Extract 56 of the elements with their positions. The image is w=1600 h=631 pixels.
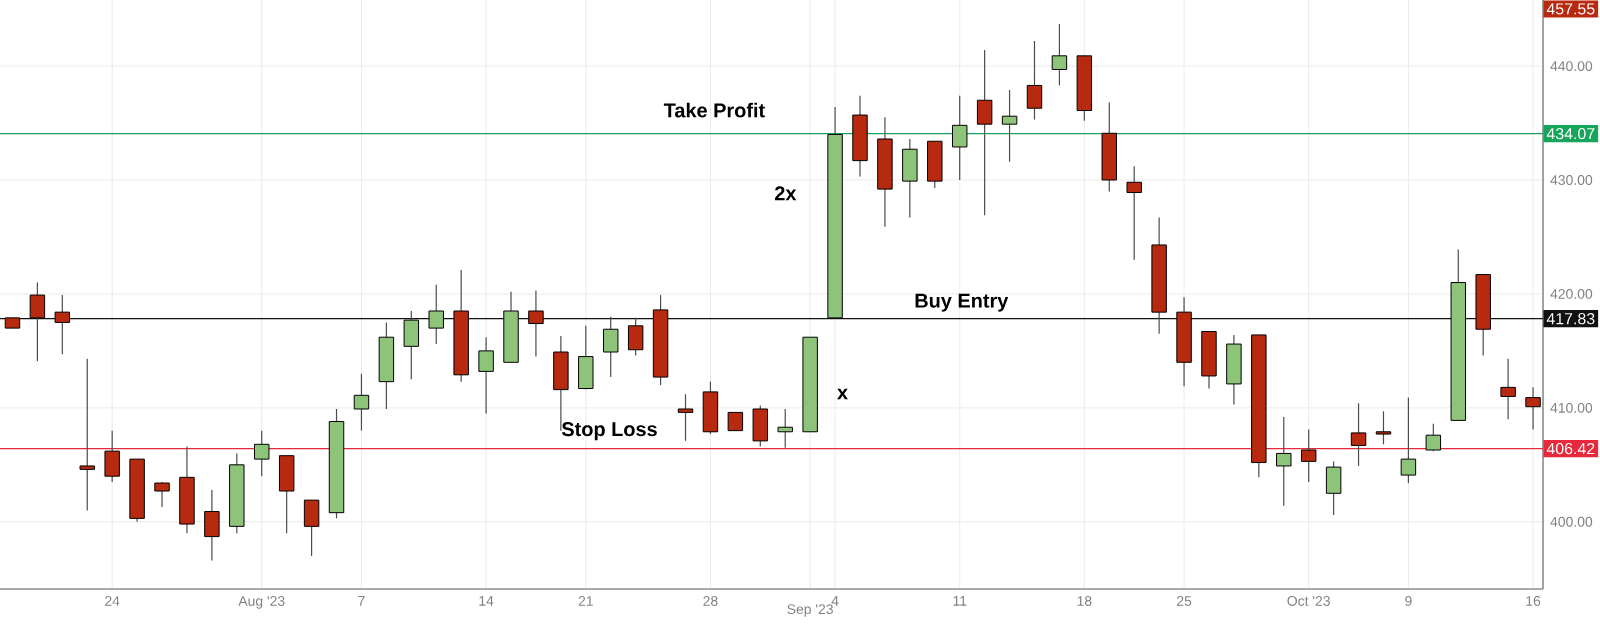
candlestick <box>627 317 644 357</box>
y-tick-label: 410.00 <box>1550 402 1593 413</box>
annotation: Stop Loss <box>561 422 657 441</box>
candlestick <box>54 294 71 355</box>
candlestick <box>1425 423 1442 452</box>
candlestick <box>1300 428 1317 483</box>
candlestick <box>1276 416 1292 507</box>
candlestick <box>1500 358 1516 420</box>
candlestick <box>1026 40 1043 121</box>
candlestick <box>428 284 444 345</box>
y-tick-label: 420.00 <box>1550 289 1593 299</box>
candlestick <box>951 95 968 181</box>
x-tick-label: 7 <box>358 596 365 606</box>
x-tick-label: 9 <box>1405 596 1412 606</box>
annotation: Buy Entry <box>915 293 1009 312</box>
candlestick <box>1001 89 1018 163</box>
candlestick <box>1126 165 1142 261</box>
x-tick-label: 11 <box>953 596 967 606</box>
x-tick-label: 14 <box>479 596 494 606</box>
candlestick <box>1400 396 1417 484</box>
annotation: Take Profit <box>663 102 765 118</box>
candlestick <box>1051 23 1068 87</box>
x-tick-label: 4 <box>831 596 839 606</box>
candlestick <box>478 336 494 415</box>
candlestick <box>29 281 46 362</box>
ref-line-label: 417.83 <box>1546 313 1595 325</box>
text: 457.55 <box>1546 3 1595 15</box>
candlestick <box>777 408 793 449</box>
y-tick-label: 430.00 <box>1550 175 1593 185</box>
x-tick-label: 24 <box>105 596 120 606</box>
annotation: 2x <box>775 186 797 201</box>
candlestick <box>353 373 370 432</box>
candlestick <box>1350 402 1367 467</box>
ref-line-label: 406.42 <box>1546 443 1595 455</box>
y-tick-label: 440.00 <box>1550 61 1593 71</box>
candlestick <box>528 289 544 358</box>
x-tick-label: Oct '23 <box>1287 596 1330 606</box>
annotation: x <box>837 388 848 400</box>
x-tick-label: Sep '23 <box>787 604 833 617</box>
candlestick <box>1375 410 1392 445</box>
x-tick-label: 25 <box>1176 596 1192 606</box>
candlestick <box>154 481 170 508</box>
x-tick-label: 21 <box>578 596 593 606</box>
candlestick <box>677 393 694 442</box>
y-tick-label: 400.00 <box>1550 516 1593 527</box>
candlestick <box>1525 386 1541 431</box>
candlestick <box>79 358 95 511</box>
x-tick-label: 28 <box>703 596 718 606</box>
candlestick <box>727 411 744 432</box>
candlestick <box>976 49 993 216</box>
candlestick <box>602 316 619 378</box>
x-tick-label: 18 <box>1077 596 1092 606</box>
ref-line-label: 434.07 <box>1546 127 1595 140</box>
x-tick-label: 16 <box>1526 596 1541 606</box>
x-tick-label: Aug '23 <box>238 596 285 609</box>
candlestick <box>254 430 270 477</box>
